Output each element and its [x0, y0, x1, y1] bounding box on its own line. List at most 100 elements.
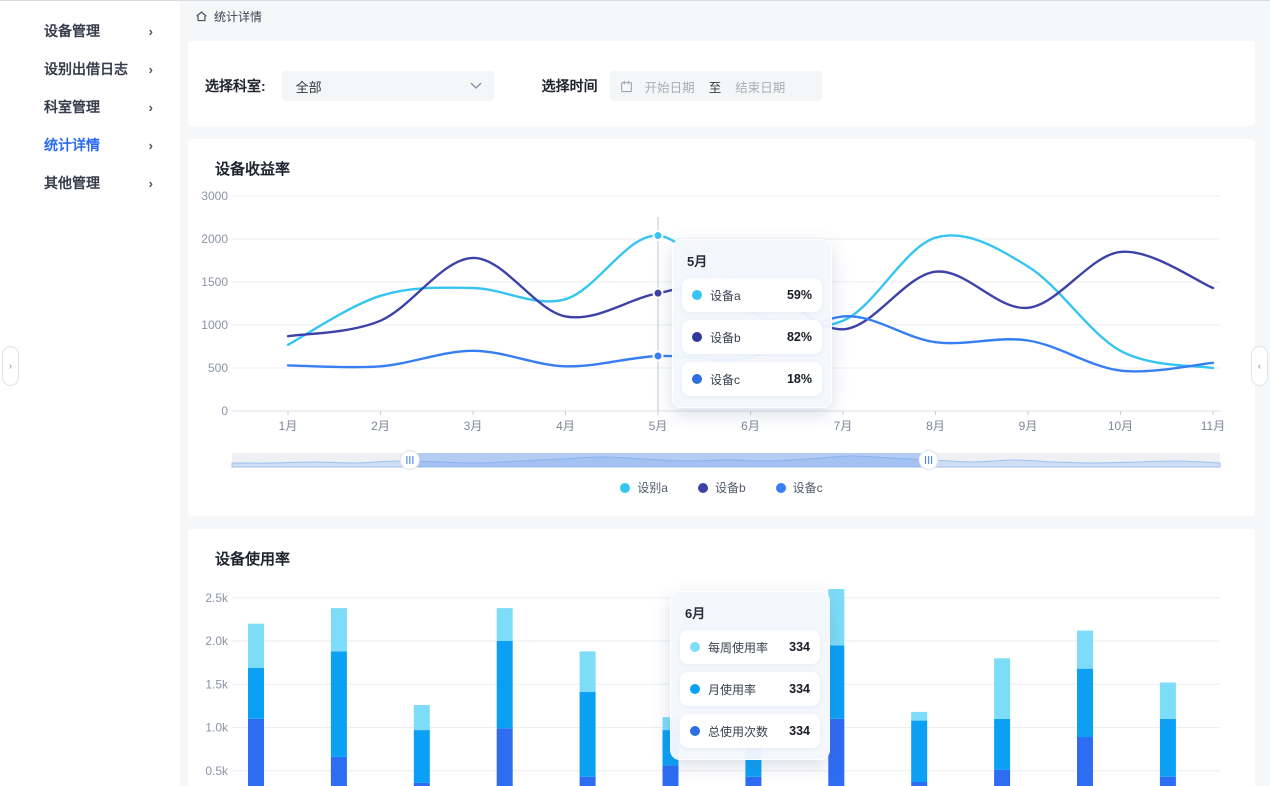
- hover-point-1: [652, 287, 664, 299]
- revenue-chart-title: 设备收益率: [215, 161, 291, 178]
- legend-dot-icon: [620, 482, 631, 493]
- series-name: 月使用率: [708, 682, 757, 697]
- dept-select[interactable]: 全部: [281, 71, 494, 101]
- time-filter-label: 选择时间: [541, 78, 598, 94]
- bar-3-seg-1[interactable]: [496, 641, 513, 729]
- collapse-left-button[interactable]: ›: [2, 346, 19, 386]
- legend-item-1[interactable]: 设备b: [697, 479, 746, 496]
- x-axis-label: 5月: [649, 419, 668, 433]
- bar-4-seg-1[interactable]: [579, 692, 596, 777]
- bar-11-seg-2[interactable]: [1159, 682, 1176, 719]
- hover-point-2: [652, 350, 664, 362]
- bar-7-seg-2[interactable]: [828, 589, 845, 646]
- series-value: 334: [789, 640, 810, 654]
- series-dot-icon: [690, 642, 700, 652]
- bar-9-seg-0[interactable]: [994, 769, 1011, 786]
- bar-tooltip-row-2: 总使用次数 334: [680, 714, 820, 748]
- legend-label: 设别a: [637, 481, 668, 495]
- usage-chart-card: 设备使用率 2.5k 2.0k 1.5k 1.0k 0.5k 6月 每周使用率 334 月使用…: [188, 529, 1255, 786]
- bar-1-seg-1[interactable]: [330, 651, 347, 757]
- bar-10-seg-0[interactable]: [1077, 737, 1093, 786]
- bar-8-seg-2[interactable]: [911, 711, 928, 721]
- x-axis-label: 11月: [1201, 419, 1225, 433]
- dept-filter-label: 选择科室:: [205, 78, 266, 94]
- bar-9-seg-2[interactable]: [994, 658, 1011, 719]
- breadcrumb[interactable]: 统计详情: [180, 1, 1270, 31]
- chevron-right-icon: ›: [8, 360, 13, 372]
- date-range-picker[interactable]: 开始日期 至 结束日期: [609, 71, 822, 101]
- y-axis-label: 1.0k: [205, 721, 229, 735]
- series-name: 设备b: [710, 330, 741, 345]
- bar-11-seg-0[interactable]: [1159, 776, 1176, 786]
- bar-10-seg-1[interactable]: [1077, 668, 1093, 738]
- chevron-right-icon: ›: [148, 175, 153, 191]
- calendar-icon: [620, 80, 632, 92]
- x-axis-label: 4月: [556, 419, 575, 433]
- bar-8-seg-0[interactable]: [911, 781, 928, 786]
- legend-item-0[interactable]: 设别a: [620, 479, 668, 496]
- sidebar-item-1[interactable]: 设别出借日志 ›: [0, 50, 180, 88]
- line-chart-legend: 设别a 设备b 设备c: [188, 479, 1255, 496]
- bar-1-seg-2[interactable]: [330, 608, 347, 652]
- bar-9-seg-1[interactable]: [994, 718, 1011, 770]
- hover-point-0: [652, 230, 664, 242]
- main-content: 统计详情 选择科室: 全部 选择时间 开始日期 至: [180, 1, 1270, 786]
- y-axis-label: 0.5k: [205, 764, 229, 778]
- legend-dot-icon: [775, 482, 786, 493]
- x-axis-label: 3月: [464, 419, 483, 433]
- series-dot-icon: [690, 684, 700, 694]
- bar-4-seg-2[interactable]: [579, 651, 596, 693]
- bar-2-seg-0[interactable]: [413, 782, 430, 786]
- bar-2-seg-2[interactable]: [413, 705, 430, 731]
- sidebar-item-2[interactable]: 科室管理 ›: [0, 88, 180, 126]
- breadcrumb-label: 统计详情: [214, 9, 263, 24]
- datazoom-selection[interactable]: [409, 453, 929, 467]
- bar-7-seg-1[interactable]: [828, 645, 845, 719]
- bar-11-seg-1[interactable]: [1159, 718, 1176, 777]
- bar-0-seg-1[interactable]: [248, 667, 264, 719]
- sidebar: 设备管理 › 设别出借日志 › 科室管理 › 统计详情 › 其他管理 ›: [0, 1, 180, 786]
- sidebar-item-0[interactable]: 设备管理 ›: [0, 12, 180, 50]
- date-separator: 至: [708, 80, 722, 95]
- usage-bar-chart[interactable]: 2.5k 2.0k 1.5k 1.0k 0.5k: [188, 589, 1255, 786]
- legend-item-2[interactable]: 设备c: [775, 479, 823, 496]
- bar-5-seg-0[interactable]: [662, 765, 679, 786]
- bar-1-seg-0[interactable]: [330, 756, 347, 786]
- y-axis-label: 1.5k: [205, 677, 229, 691]
- sidebar-item-label: 科室管理: [44, 99, 100, 115]
- x-axis-label: 9月: [1019, 419, 1038, 433]
- bar-6-seg-0[interactable]: [745, 776, 762, 786]
- sidebar-item-label: 其他管理: [44, 175, 100, 191]
- bar-4-seg-0[interactable]: [579, 776, 596, 786]
- home-icon: [196, 11, 207, 21]
- x-axis-label: 1月: [279, 419, 298, 433]
- bar-7-seg-0[interactable]: [828, 718, 845, 786]
- y-axis-label: 1500: [201, 275, 228, 289]
- datazoom-preview: [231, 455, 1221, 468]
- bar-0-seg-2[interactable]: [248, 623, 264, 668]
- revenue-chart-card: 设备收益率 3000 2000 1500 1000 500 0 1月 2月 3月 4月 5月 6月 7月…: [188, 139, 1255, 516]
- series-dot-icon: [692, 332, 702, 342]
- x-axis-label: 10月: [1108, 419, 1133, 433]
- sidebar-item-3[interactable]: 统计详情 ›: [0, 126, 180, 164]
- x-axis-label: 7月: [834, 419, 853, 433]
- y-axis-label: 1000: [201, 318, 228, 332]
- bar-0-seg-0[interactable]: [248, 718, 264, 786]
- sidebar-item-4[interactable]: 其他管理 ›: [0, 164, 180, 202]
- bar-tooltip-row-1: 月使用率 334: [680, 672, 820, 706]
- filter-card: 选择科室: 全部 选择时间 开始日期 至 结束日期: [188, 41, 1255, 126]
- x-axis-label: 8月: [926, 419, 945, 433]
- line-tooltip-row-2: 设备c 18%: [682, 362, 822, 396]
- legend-dot-icon: [697, 482, 708, 493]
- series-name: 每周使用率: [708, 640, 769, 655]
- sidebar-item-label: 统计详情: [44, 137, 100, 153]
- bar-8-seg-1[interactable]: [911, 720, 928, 782]
- bar-tooltip-row-0: 每周使用率 334: [680, 630, 820, 664]
- bar-2-seg-1[interactable]: [413, 730, 430, 783]
- collapse-right-button[interactable]: ‹: [1251, 346, 1268, 386]
- bar-10-seg-2[interactable]: [1077, 630, 1093, 669]
- bar-3-seg-2[interactable]: [496, 608, 513, 641]
- bar-3-seg-0[interactable]: [496, 728, 513, 786]
- line-tooltip-row-1: 设备b 82%: [682, 320, 822, 354]
